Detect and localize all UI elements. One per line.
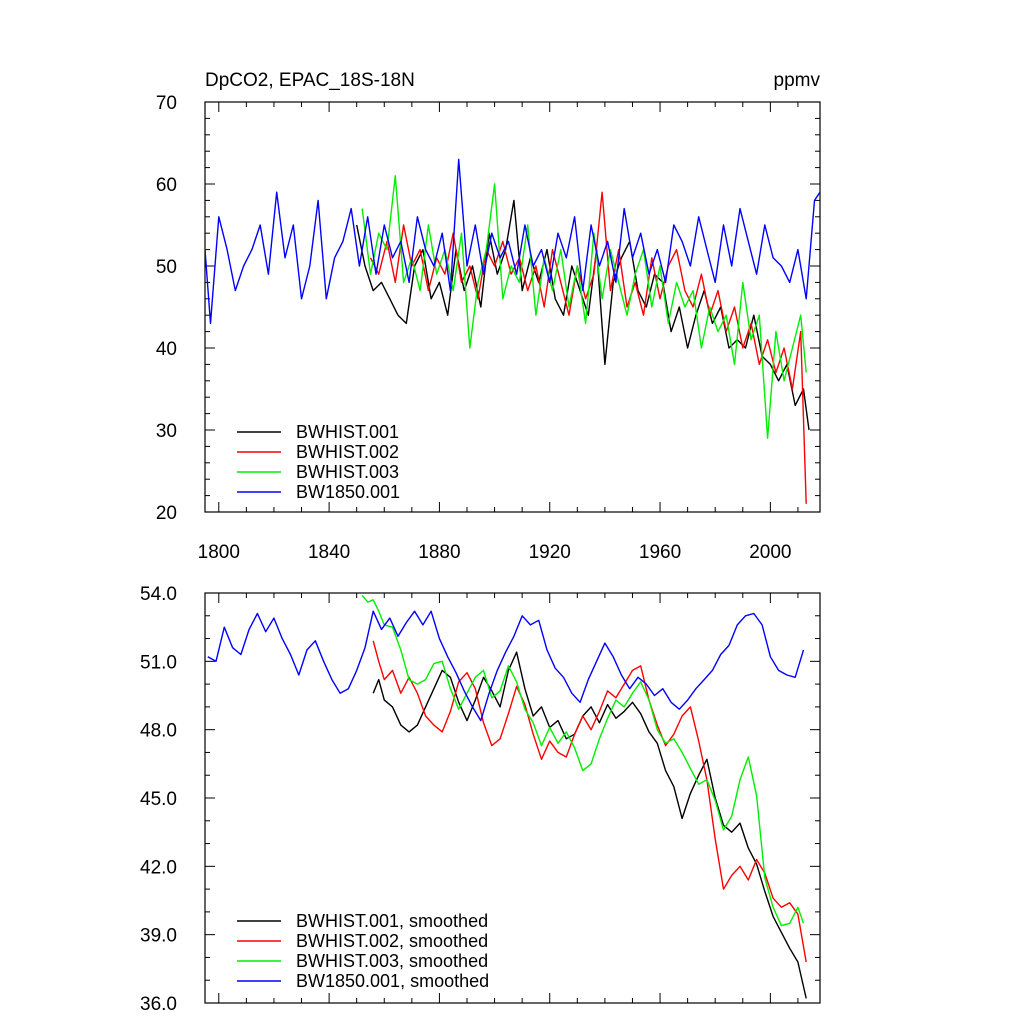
series-line-bwhist-003 xyxy=(361,175,807,439)
legend-entry: BWHIST.003 xyxy=(296,462,399,482)
legend-entry: BW1850.001, smoothed xyxy=(296,971,489,991)
plot-frame xyxy=(204,101,821,513)
series-line-bwhist-003-smoothed xyxy=(361,594,805,927)
y-tick-label: 60 xyxy=(156,175,177,196)
x-tick-label: 1920 xyxy=(529,542,571,563)
y-tick-label: 20 xyxy=(156,503,177,524)
legend-entry: BWHIST.002 xyxy=(296,442,399,462)
x-tick-label: 1800 xyxy=(198,542,240,563)
series-line-bwhist-001-smoothed xyxy=(372,651,807,999)
series-line-bw1850-001 xyxy=(205,158,820,325)
series-line-bwhist-002 xyxy=(369,191,807,504)
y-tick-label: 40 xyxy=(156,339,177,360)
y-tick-label: 39.0 xyxy=(140,926,177,947)
chart-panel-2: 36.0 39.0 42.0 45.0 48.0 51.0 54.0 BWHIST.001, … xyxy=(140,584,821,1015)
y-tick-label: 30 xyxy=(156,421,177,442)
x-tick-label: 2000 xyxy=(749,542,791,563)
x-tick-label: 1840 xyxy=(308,542,350,563)
series-line-bwhist-001 xyxy=(356,199,810,431)
series-line-bwhist-002-smoothed xyxy=(372,640,807,963)
legend-entry: BWHIST.002, smoothed xyxy=(296,931,488,951)
x-tick-label: 1880 xyxy=(418,542,460,563)
y-tick-label: 36.0 xyxy=(140,994,177,1015)
x-tick-label: 1960 xyxy=(639,542,681,563)
chart-panel-1: 1800 1840 1880 1920 1960 2000 20 30 40 50 60 70 DpCO… xyxy=(156,70,821,563)
y-tick-label: 70 xyxy=(156,93,177,114)
chart-units: ppmv xyxy=(774,70,821,91)
y-tick-label: 51.0 xyxy=(140,652,177,673)
legend-entry: BWHIST.001 xyxy=(296,422,399,442)
y-tick-label: 42.0 xyxy=(140,857,177,878)
y-tick-label: 50 xyxy=(156,257,177,278)
chart-title: DpCO2, EPAC_18S-18N xyxy=(205,70,415,91)
legend-entry: BW1850.001 xyxy=(296,482,400,502)
legend-entry: BWHIST.001, smoothed xyxy=(296,911,488,931)
y-tick-label: 45.0 xyxy=(140,789,177,810)
legend-entry: BWHIST.003, smoothed xyxy=(296,951,488,971)
y-tick-label: 48.0 xyxy=(140,721,177,742)
y-tick-label: 54.0 xyxy=(140,584,177,605)
series-line-bw1850-001-smoothed xyxy=(207,610,805,722)
